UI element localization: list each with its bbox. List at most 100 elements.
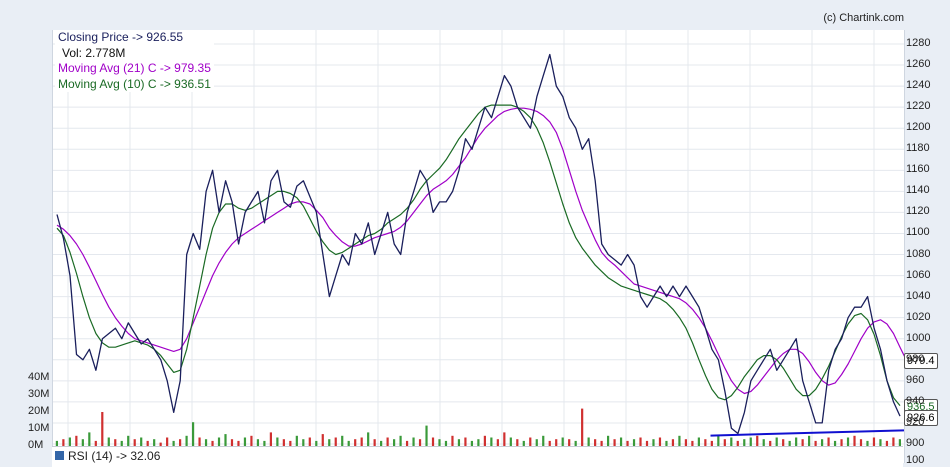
volume-tick-label: 20M bbox=[28, 405, 50, 417]
volume-bar bbox=[282, 439, 285, 446]
volume-bar bbox=[405, 440, 409, 446]
volume-bar bbox=[600, 440, 603, 446]
volume-bar bbox=[859, 439, 863, 446]
volume-bar bbox=[808, 435, 811, 446]
volume-bar bbox=[399, 435, 402, 446]
volume-bar bbox=[451, 435, 454, 446]
volume-bar bbox=[788, 440, 791, 446]
rsi-label: RSI (14) -> 32.06 bbox=[68, 449, 161, 463]
volume-bar bbox=[256, 439, 260, 446]
y-tick-label: 1220 bbox=[906, 100, 931, 113]
volume-bar bbox=[211, 440, 214, 446]
volume-tick-label: 40M bbox=[28, 371, 50, 383]
volume-bar bbox=[496, 439, 499, 446]
volume-bar bbox=[55, 440, 58, 446]
rsi-tick-label: 100 bbox=[906, 454, 925, 466]
volume-bar bbox=[354, 439, 357, 446]
volume-bar bbox=[730, 437, 733, 446]
volume-bar bbox=[276, 437, 279, 446]
volume-bar bbox=[490, 437, 493, 446]
volume-bar bbox=[671, 439, 675, 446]
y-tick-label: 1100 bbox=[906, 226, 930, 239]
volume-bar bbox=[613, 439, 616, 446]
volume-bar bbox=[652, 439, 655, 446]
volume-bar bbox=[542, 435, 545, 446]
volume-bar bbox=[315, 440, 318, 446]
volume-bar bbox=[801, 439, 804, 446]
volume-bar bbox=[632, 439, 636, 446]
y-tick-label: 1140 bbox=[906, 184, 930, 197]
volume-bar bbox=[535, 439, 538, 446]
volume-bar bbox=[457, 439, 461, 446]
volume-bar bbox=[412, 437, 415, 446]
legend: Closing Price -> 926.55 Vol: 2.778M Movi… bbox=[55, 30, 214, 92]
volume-bar bbox=[892, 437, 895, 446]
volume-bar bbox=[704, 439, 707, 446]
volume-bar bbox=[736, 440, 739, 446]
y-tick-label: 1040 bbox=[906, 289, 931, 302]
legend-closing-price: Closing Price -> 926.55 bbox=[58, 30, 184, 44]
volume-bar bbox=[866, 440, 869, 446]
credit-text: (c) Chartink.com bbox=[823, 12, 904, 24]
volume-bar bbox=[782, 439, 785, 446]
volume-bar bbox=[263, 440, 266, 446]
volume-bar bbox=[217, 437, 221, 446]
volume-bar bbox=[587, 437, 590, 446]
volume-bar bbox=[159, 442, 162, 446]
volume-bar bbox=[561, 437, 564, 446]
volume-bar bbox=[198, 437, 201, 446]
volume-bar bbox=[697, 437, 700, 446]
volume-bar bbox=[438, 439, 441, 446]
volume-bar bbox=[295, 435, 298, 446]
volume-bar bbox=[820, 439, 824, 446]
y-tick-label: 1260 bbox=[906, 58, 931, 71]
volume-bar bbox=[418, 439, 422, 446]
volume-bar bbox=[308, 437, 311, 446]
volume-bar bbox=[204, 439, 208, 446]
volume-bar bbox=[684, 439, 688, 446]
y-tick-label: 1080 bbox=[906, 247, 931, 260]
volume-bar bbox=[347, 440, 350, 446]
volume-bar bbox=[224, 434, 227, 446]
volume-bar bbox=[269, 432, 272, 446]
volume-bar bbox=[483, 435, 486, 446]
volume-bar bbox=[341, 435, 344, 446]
y-tick-label: 1240 bbox=[906, 79, 931, 92]
volume-bar bbox=[626, 440, 629, 446]
y-tick-label: 1120 bbox=[906, 205, 930, 218]
volume-bar bbox=[431, 437, 435, 446]
volume-bar bbox=[101, 412, 104, 446]
volume-bar bbox=[853, 435, 856, 446]
volume-bar bbox=[107, 437, 110, 446]
volume-bar bbox=[548, 440, 551, 446]
volume-bar bbox=[81, 439, 84, 446]
legend-ma21: Moving Avg (21) C -> 979.35 bbox=[58, 61, 211, 75]
volume-bar bbox=[367, 432, 370, 446]
volume-bar bbox=[885, 440, 889, 446]
volume-bar bbox=[619, 437, 623, 446]
volume-bar bbox=[75, 435, 78, 446]
volume-bar bbox=[230, 439, 234, 446]
plot-area bbox=[52, 30, 905, 463]
volume-bar bbox=[114, 439, 117, 446]
volume-bar bbox=[678, 435, 681, 446]
volume-bar bbox=[529, 437, 532, 446]
y-tick-label: 940 bbox=[906, 394, 925, 407]
volume-bar bbox=[386, 437, 389, 446]
price-line bbox=[56, 53, 901, 435]
volume-bar bbox=[769, 440, 772, 446]
y-tick-label: 900 bbox=[906, 437, 925, 449]
volume-bar bbox=[574, 440, 577, 446]
volume-bar bbox=[639, 437, 642, 446]
support-trendline bbox=[710, 429, 904, 437]
volume-bar bbox=[522, 440, 525, 446]
volume-bar bbox=[360, 437, 363, 446]
volume-bar bbox=[88, 432, 91, 446]
volume-bar bbox=[373, 439, 376, 446]
volume-bar bbox=[827, 437, 830, 446]
volume-bar bbox=[334, 437, 337, 446]
volume-bar bbox=[140, 437, 143, 446]
y-tick-label: 960 bbox=[906, 373, 925, 386]
y-tick-label: 920 bbox=[906, 415, 925, 428]
legend-ma10: Moving Avg (10) C -> 936.51 bbox=[58, 76, 211, 91]
